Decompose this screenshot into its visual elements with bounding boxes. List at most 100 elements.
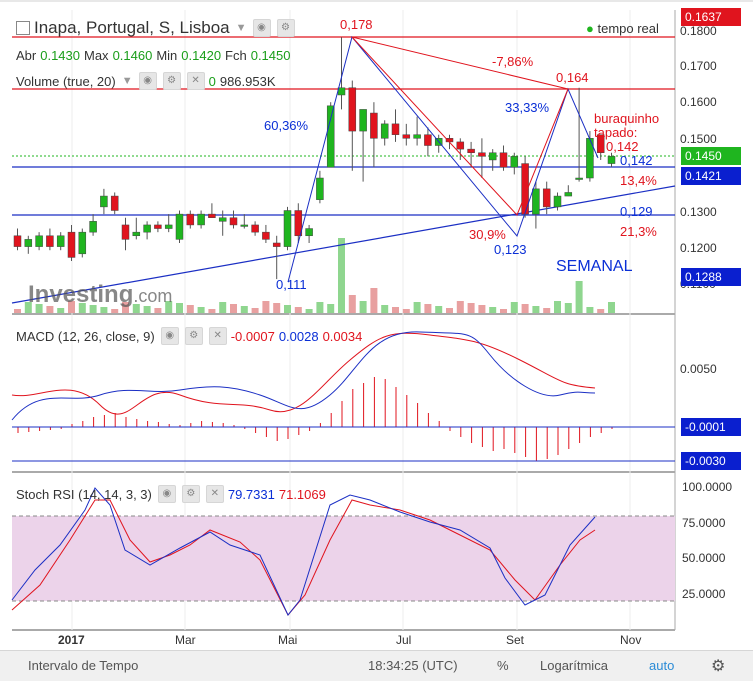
log-toggle[interactable]: Logarítmica — [540, 658, 608, 673]
candle[interactable] — [413, 134, 421, 139]
chart-canvas[interactable]: Investing.com — [0, 0, 753, 650]
annotation-3333: 33,33% — [505, 100, 550, 115]
candle[interactable] — [370, 112, 378, 139]
candle[interactable] — [89, 221, 97, 233]
annotation-note1: buraquinho — [594, 111, 660, 126]
macd-histogram — [17, 377, 613, 461]
candle[interactable] — [164, 224, 173, 229]
candle[interactable] — [251, 224, 259, 233]
candle[interactable] — [326, 105, 335, 168]
trendline[interactable] — [11, 185, 676, 304]
candle[interactable] — [305, 228, 313, 237]
settings-icon[interactable]: ⚙ — [162, 72, 181, 90]
close-icon[interactable]: ✕ — [186, 72, 205, 90]
candle[interactable] — [100, 195, 108, 208]
candle[interactable] — [272, 242, 281, 247]
fib-zigzag-blue[interactable] — [287, 35, 599, 283]
settings-icon[interactable]: ⚙ — [181, 485, 200, 503]
support-price-badge: 0.1421 — [681, 167, 741, 185]
settings-icon[interactable]: ⚙ — [276, 19, 295, 37]
candle[interactable] — [208, 213, 216, 218]
candle[interactable] — [478, 152, 486, 157]
volume-bar — [57, 308, 65, 313]
stoch-tick: 100.0000 — [682, 480, 733, 494]
candle[interactable] — [359, 109, 367, 132]
candle[interactable] — [218, 217, 227, 222]
candle[interactable] — [467, 148, 475, 153]
settings-icon[interactable]: ⚙ — [184, 327, 203, 345]
candle[interactable] — [67, 231, 76, 258]
close-icon[interactable]: ✕ — [205, 485, 224, 503]
candle[interactable] — [56, 235, 65, 247]
candle[interactable] — [542, 188, 551, 208]
candle[interactable] — [499, 152, 508, 168]
symbol-title[interactable]: Inapa, Portugal, S, Lisboa — [34, 18, 230, 37]
candle[interactable] — [575, 177, 583, 180]
volume-bar — [543, 308, 551, 313]
candle[interactable] — [337, 87, 346, 96]
fib-zigzag-red[interactable] — [351, 36, 569, 216]
candle[interactable] — [456, 141, 465, 150]
settings-icon[interactable]: ⚙ — [711, 658, 726, 675]
volume-bar — [489, 307, 497, 313]
candle[interactable] — [197, 213, 205, 226]
candle[interactable] — [143, 224, 151, 233]
candle[interactable] — [510, 156, 519, 168]
candle[interactable] — [607, 156, 616, 164]
eye-icon[interactable]: ◉ — [157, 485, 176, 503]
percent-toggle[interactable]: % — [497, 658, 509, 673]
collapse-icon[interactable] — [16, 21, 30, 35]
stoch-legend: Stoch RSI (14, 14, 3, 3) ◉ ⚙ ✕ 79.7331 7… — [16, 485, 326, 503]
candle[interactable] — [175, 213, 184, 240]
volume-bar — [338, 238, 345, 313]
interval-button[interactable]: Intervalo de Tempo — [28, 658, 139, 673]
candlesticks[interactable] — [13, 37, 616, 280]
annotation-0129: 0,129 — [620, 204, 653, 219]
candle[interactable] — [391, 123, 400, 135]
candle[interactable] — [294, 210, 303, 237]
volume-bar — [46, 306, 54, 313]
volume-bar — [532, 306, 540, 313]
candle[interactable] — [240, 224, 249, 227]
chevron-down-icon[interactable]: ▼ — [121, 75, 133, 87]
support-price-badge-2: 0.1288 — [681, 268, 741, 286]
stoch-tick: 50.0000 — [682, 551, 726, 565]
candle[interactable] — [13, 235, 22, 247]
symbol-row: Inapa, Portugal, S, Lisboa ▼ ◉ ⚙ — [16, 18, 295, 38]
candle[interactable] — [121, 224, 130, 240]
candle[interactable] — [564, 192, 573, 197]
candle[interactable] — [132, 231, 141, 237]
candle[interactable] — [402, 134, 411, 139]
volume-bar — [500, 309, 507, 313]
candle[interactable] — [35, 235, 43, 247]
candle[interactable] — [229, 217, 238, 226]
candle[interactable] — [24, 239, 33, 247]
volume-bar — [186, 305, 194, 313]
eye-icon[interactable]: ◉ — [138, 72, 157, 90]
eye-icon[interactable]: ◉ — [252, 19, 271, 37]
close-icon[interactable]: ✕ — [208, 327, 227, 345]
candle[interactable] — [110, 195, 119, 211]
volume-bar — [316, 302, 324, 313]
candle[interactable] — [154, 224, 162, 229]
measure-line[interactable] — [351, 36, 569, 90]
candle[interactable] — [262, 231, 270, 240]
candle[interactable] — [316, 177, 324, 200]
chevron-down-icon[interactable]: ▼ — [235, 22, 247, 34]
candle[interactable] — [553, 195, 562, 208]
candle[interactable] — [488, 152, 497, 161]
candle[interactable] — [46, 235, 54, 247]
stoch-tick: 25.0000 — [682, 587, 726, 601]
auto-toggle[interactable]: auto — [649, 658, 675, 673]
candle[interactable] — [380, 123, 389, 139]
candle[interactable] — [283, 210, 292, 247]
volume-bar — [327, 304, 335, 313]
candle[interactable] — [424, 134, 432, 146]
candle[interactable] — [78, 231, 87, 255]
volume-bar — [510, 302, 518, 313]
candle[interactable] — [596, 134, 605, 153]
candle[interactable] — [348, 87, 357, 132]
candle[interactable] — [186, 213, 195, 226]
eye-icon[interactable]: ◉ — [160, 327, 179, 345]
candle[interactable] — [532, 188, 540, 215]
